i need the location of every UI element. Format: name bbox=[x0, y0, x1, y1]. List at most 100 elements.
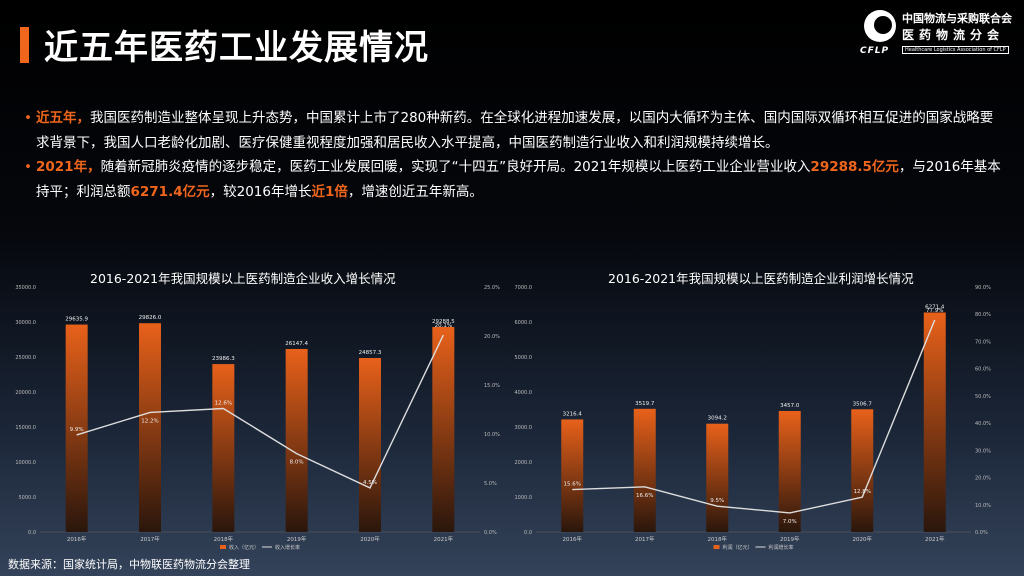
x-tick-label: 2020年 bbox=[853, 535, 873, 543]
line-value-label: 8.0% bbox=[290, 460, 304, 466]
line-value-label: 12.2% bbox=[141, 418, 158, 424]
growth-rate-line bbox=[76, 334, 444, 489]
x-tick-label: 2021年 bbox=[434, 535, 454, 543]
y-right-tick-label: 0.0% bbox=[484, 530, 497, 536]
bullet-2-text-4: ，增速创近五年新高。 bbox=[347, 183, 483, 200]
bullet-1-text: 我国医药制造业整体呈现上升态势，中国累计上市了280种新药。在全球化进程加速发展… bbox=[36, 110, 994, 151]
bar-2 bbox=[212, 364, 235, 532]
bullet-2-highlight-growth: 近1倍 bbox=[311, 183, 348, 200]
bullet-1-lead: 近五年， bbox=[36, 110, 90, 126]
bar-3 bbox=[285, 348, 308, 532]
x-tick-label: 2018年 bbox=[214, 535, 234, 543]
y-left-tick-label: 4000.0 bbox=[515, 390, 533, 396]
bar-4 bbox=[359, 357, 381, 532]
bullet-2-lead: 2021年， bbox=[36, 159, 101, 175]
y-left-tick-label: 30000.0 bbox=[15, 320, 36, 326]
logo-abbr: CFLP bbox=[860, 46, 890, 56]
y-right-tick-label: 20.0% bbox=[975, 476, 991, 482]
bar-3 bbox=[778, 411, 801, 532]
revenue-chart: 0.0 5000.0 10000.0 15000.0 20000.0 25000.0 300… bbox=[15, 285, 500, 551]
y-left-tick-label: 10000.0 bbox=[15, 460, 36, 466]
x-tick-label: 2021年 bbox=[925, 535, 945, 543]
profit-chart: 0.0 1000.0 2000.0 3000.0 4000.0 5000.0 6000.0 7… bbox=[515, 285, 992, 551]
bar-4 bbox=[851, 409, 874, 532]
revenue-chart-title: 2016-2021年我国规模以上医药制造企业收入增长情况 bbox=[90, 271, 396, 286]
y-left-tick-label: 1000.0 bbox=[515, 495, 533, 501]
bar-1 bbox=[633, 408, 656, 532]
x-tick-label: 2019年 bbox=[780, 535, 800, 543]
bar-0 bbox=[65, 324, 88, 532]
y-left-tick-label: 7000.0 bbox=[515, 285, 533, 291]
y-left-tick-label: 25000.0 bbox=[15, 355, 36, 361]
bullet-2-highlight-profit: 6271.4亿元 bbox=[130, 183, 210, 200]
y-left-tick-label: 0.0 bbox=[28, 530, 36, 536]
bar-value-label: 23986.3 bbox=[212, 356, 235, 362]
bar-0 bbox=[561, 419, 584, 532]
line-value-label: 7.0% bbox=[783, 519, 797, 525]
y-right-tick-label: 30.0% bbox=[975, 448, 991, 454]
y-left-tick-label: 2000.0 bbox=[515, 460, 533, 466]
x-tick-label: 2020年 bbox=[360, 535, 380, 543]
y-right-tick-label: 40.0% bbox=[975, 421, 991, 427]
bar-value-label: 24857.3 bbox=[359, 350, 382, 356]
bar-value-label: 3216.4 bbox=[563, 411, 583, 417]
bar-value-label: 26147.4 bbox=[285, 341, 308, 347]
growth-rate-line bbox=[572, 319, 936, 514]
y-left-tick-label: 0.0 bbox=[524, 530, 532, 536]
x-tick-label: 2018年 bbox=[708, 535, 728, 543]
bullet-2-text-3: ，较2016年增长 bbox=[209, 183, 312, 200]
logo-mark-icon bbox=[864, 10, 896, 42]
logo-branch-name: 医药物流分会 bbox=[902, 28, 1005, 42]
line-value-label: 12.6% bbox=[215, 401, 232, 407]
y-right-tick-label: 25.0% bbox=[484, 285, 500, 291]
legend-bar-swatch bbox=[220, 545, 226, 549]
line-value-label: 77.9% bbox=[926, 308, 943, 314]
logo-org-name: 中国物流与采购联合会 bbox=[902, 12, 1012, 25]
y-right-tick-label: 80.0% bbox=[975, 312, 991, 318]
bullet-dot-icon: • bbox=[24, 110, 32, 126]
x-tick-label: 2016年 bbox=[67, 535, 87, 543]
y-left-tick-label: 35000.0 bbox=[15, 285, 36, 291]
legend-bar-label: 利润（亿元） bbox=[723, 544, 753, 551]
y-left-tick-label: 5000.0 bbox=[515, 355, 533, 361]
profit-chart-title: 2016-2021年我国规模以上医药制造企业利润增长情况 bbox=[608, 271, 914, 286]
y-right-tick-label: 60.0% bbox=[975, 367, 991, 373]
legend-line-label: 收入增长率 bbox=[275, 544, 300, 551]
bar-value-label: 3519.7 bbox=[635, 401, 655, 407]
legend-line-label: 利润增长率 bbox=[769, 544, 794, 551]
logo-english-name: Healthcare Logistics Association of CFLP bbox=[902, 46, 1009, 54]
bullet-2-text-1: 随着新冠肺炎疫情的逐步稳定，医药工业发展回暖，实现了“十四五”良好开局。2021… bbox=[100, 159, 811, 175]
y-right-tick-label: 10.0% bbox=[975, 503, 991, 509]
line-value-label: 20.1% bbox=[435, 323, 452, 329]
bar-value-label: 29635.9 bbox=[65, 317, 88, 323]
y-right-tick-label: 15.0% bbox=[484, 383, 500, 389]
legend-bar-swatch bbox=[713, 545, 720, 549]
line-value-label: 12.8% bbox=[854, 489, 871, 495]
page-title: 近五年医药工业发展情况 bbox=[44, 28, 429, 68]
y-right-tick-label: 0.0% bbox=[975, 530, 988, 536]
bullet-dot-icon: • bbox=[24, 159, 32, 175]
bar-value-label: 29826.0 bbox=[139, 315, 162, 321]
y-right-tick-label: 20.0% bbox=[484, 334, 500, 340]
bar-2 bbox=[706, 423, 729, 532]
bar-value-label: 3506.7 bbox=[853, 401, 873, 407]
x-tick-label: 2019年 bbox=[287, 535, 307, 543]
bar-value-label: 3457.0 bbox=[780, 403, 800, 409]
y-left-tick-label: 6000.0 bbox=[515, 320, 533, 326]
summary-bullets: • 近五年，我国医药制造业整体呈现上升态势，中国累计上市了280种新药。在全球化进… bbox=[24, 106, 1004, 204]
line-value-label: 9.5% bbox=[710, 498, 724, 504]
bullet-2: • 2021年，随着新冠肺炎疫情的逐步稳定，医药工业发展回暖，实现了“十四五”良好… bbox=[24, 155, 1004, 204]
bullet-1: • 近五年，我国医药制造业整体呈现上升态势，中国累计上市了280种新药。在全球化进… bbox=[24, 106, 1004, 155]
bar-1 bbox=[139, 323, 161, 532]
y-left-tick-label: 3000.0 bbox=[515, 425, 533, 431]
x-tick-label: 2017年 bbox=[635, 535, 655, 543]
line-value-label: 15.6% bbox=[564, 482, 581, 488]
y-left-tick-label: 15000.0 bbox=[15, 425, 36, 431]
line-value-label: 9.9% bbox=[70, 427, 84, 433]
bar-value-label: 6271.4 bbox=[925, 305, 945, 311]
y-right-tick-label: 90.0% bbox=[975, 285, 991, 291]
line-value-label: 4.5% bbox=[363, 480, 377, 486]
x-tick-label: 2017年 bbox=[140, 535, 160, 543]
y-left-tick-label: 5000.0 bbox=[19, 495, 37, 501]
bar-5 bbox=[923, 312, 946, 532]
